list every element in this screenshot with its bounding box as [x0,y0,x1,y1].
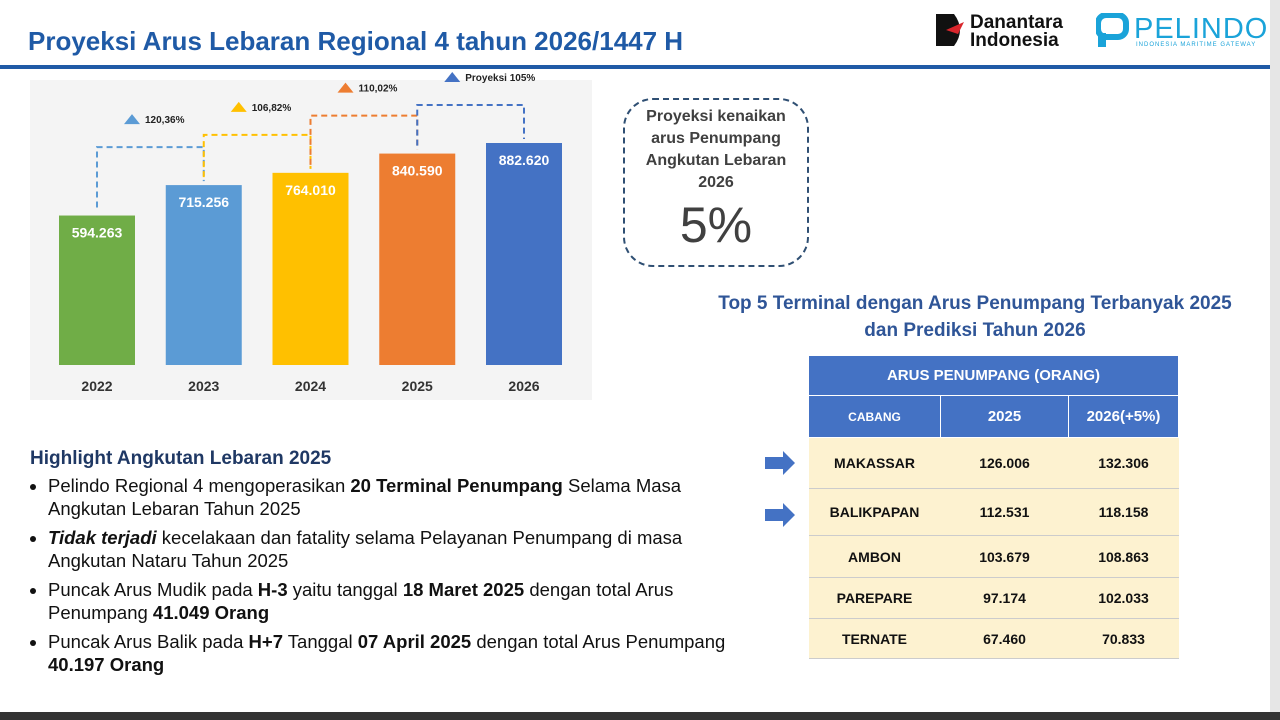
value-label: 882.620 [499,152,550,168]
bar-chart: 594.263 2022 715.256 2023 764.010 2024 840.590… [30,72,592,400]
table-cell: 108.863 [1068,535,1179,578]
value-label: 764.010 [285,182,336,198]
text: 40.197 Orang [48,654,165,675]
logo-text: PELINDO [1134,13,1269,45]
text: Selama Masa Angkutan Lebaran Tahun 2025 [48,475,682,519]
value-label: 715.256 [178,194,229,210]
logo-text: Indonesia [970,30,1059,51]
annotation-marker [337,82,354,93]
text: H-3 [257,579,288,600]
callout-value: 5% [679,197,753,253]
table-cell: 118.158 [1068,488,1179,536]
x-tick-label: 2025 [402,378,433,394]
table-cell: MAKASSAR [808,437,941,489]
table-group-header: ARUS PENUMPANG (ORANG) [808,355,1179,396]
text: Puncak Arus Balik pada [48,631,249,652]
text: 18 Maret 2025 [402,579,525,600]
bar [59,215,135,365]
value-label: 840.590 [392,163,443,179]
arrows [765,451,795,527]
table-cell: TERNATE [808,618,941,659]
x-tick-label: 2022 [81,378,112,394]
footer-bar [0,712,1280,720]
logo-tagline: INDONESIA MARITIME GATEWAY [1136,42,1257,48]
text: Pelindo Regional 4 mengoperasikan [48,475,351,496]
bullet-list: Pelindo Regional 4 mengoperasikan 20 Ter… [30,474,730,676]
annotation: 120,36% [145,115,185,126]
annotation: 110,02% [359,84,398,95]
bar [379,153,456,365]
bar [165,185,242,365]
edge [1270,0,1280,720]
connector [416,104,525,146]
callout-text: Proyeksi kenaikan arus Penumpang Angkuta… [645,108,787,191]
title-rule [0,65,1270,69]
table-cell: 102.033 [1068,577,1179,619]
column-header: CABANG [808,395,941,438]
table-body: MAKASSAR 126.006 132.306 BALIKPAPAN 112.531 1… [808,437,1179,659]
table-cell: 70.833 [1068,618,1179,659]
slide-title: Proyeksi Arus Lebaran Regional 4 tahun 2… [28,26,684,56]
column-header: 2026(+5%) [1068,395,1179,438]
annotation-marker [230,101,247,112]
x-tick-label: 2026 [508,378,539,394]
highlight-title: Highlight Angkutan Lebaran 2025 [30,448,332,469]
annotation: 106,82% [252,103,292,114]
annotation-marker [124,114,140,125]
table-cell: 67.460 [940,618,1069,659]
text: dengan total Arus Penumpang [471,631,726,652]
table-cell: 126.006 [940,437,1069,489]
text: 20 Terminal Penumpang [350,475,563,496]
bar [486,143,562,365]
table-cell: 103.679 [940,535,1069,578]
table-cell: PAREPARE [808,577,941,619]
highlight: Highlight Angkutan Lebaran 2025 Pelindo … [30,448,730,682]
table-title: Top 5 Terminal dengan Arus Penumpang Ter… [718,293,1232,314]
callout: Proyeksi kenaikan arus Penumpang Angkuta… [623,98,809,267]
table-cell: BALIKPAPAN [808,488,941,536]
connector [202,133,312,178]
text: Tanggal [283,631,358,652]
text: 07 April 2025 [357,631,472,652]
table-row: PAREPARE 97.174 102.033 [808,577,1179,619]
logo-icon [936,14,964,46]
annotation: Proyeksi 105% [465,73,535,84]
text: kecelakaan dan fatality selama Pelayanan… [48,527,683,571]
text: 41.049 Orang [152,602,270,623]
text: Tidak terjadi [48,527,157,548]
value-label: 594.263 [72,225,123,241]
table-row: BALIKPAPAN 112.531 118.158 [808,488,1179,536]
text: Puncak Arus Mudik pada [48,579,258,600]
table-row: MAKASSAR 126.006 132.306 [808,437,1179,489]
bullet: Pelindo Regional 4 mengoperasikan 20 Ter… [48,474,730,520]
bullet: Puncak Arus Balik pada H+7 Tanggal 07 Ap… [48,630,730,676]
table-cell: 97.174 [940,577,1069,619]
table-row: AMBON 103.679 108.863 [808,535,1179,578]
x-tick-label: 2024 [295,378,326,394]
table: ARUS PENUMPANG (ORANG) CABANG 2025 2026(+5… [808,355,1179,659]
text: dengan total Arus Penumpang [48,579,674,623]
text: yaitu tanggal [287,579,403,600]
table-cell: 112.531 [940,488,1069,536]
logo-icon [1096,13,1129,47]
table-cell: AMBON [808,535,941,578]
table-row: TERNATE 67.460 70.833 [808,618,1179,659]
annotation-marker [444,72,461,82]
table-title: dan Prediksi Tahun 2026 [864,320,1086,341]
bar [272,172,349,365]
x-tick-label: 2023 [188,378,219,394]
column-header: 2025 [940,395,1069,438]
table-cell: 132.306 [1068,437,1179,489]
text: H+7 [248,631,283,652]
logo-text: Danantara [970,12,1063,33]
bullet: Puncak Arus Mudik pada H-3 yaitu tanggal… [48,578,730,624]
bullet: Tidak terjadi kecelakaan dan fatality se… [48,526,730,572]
